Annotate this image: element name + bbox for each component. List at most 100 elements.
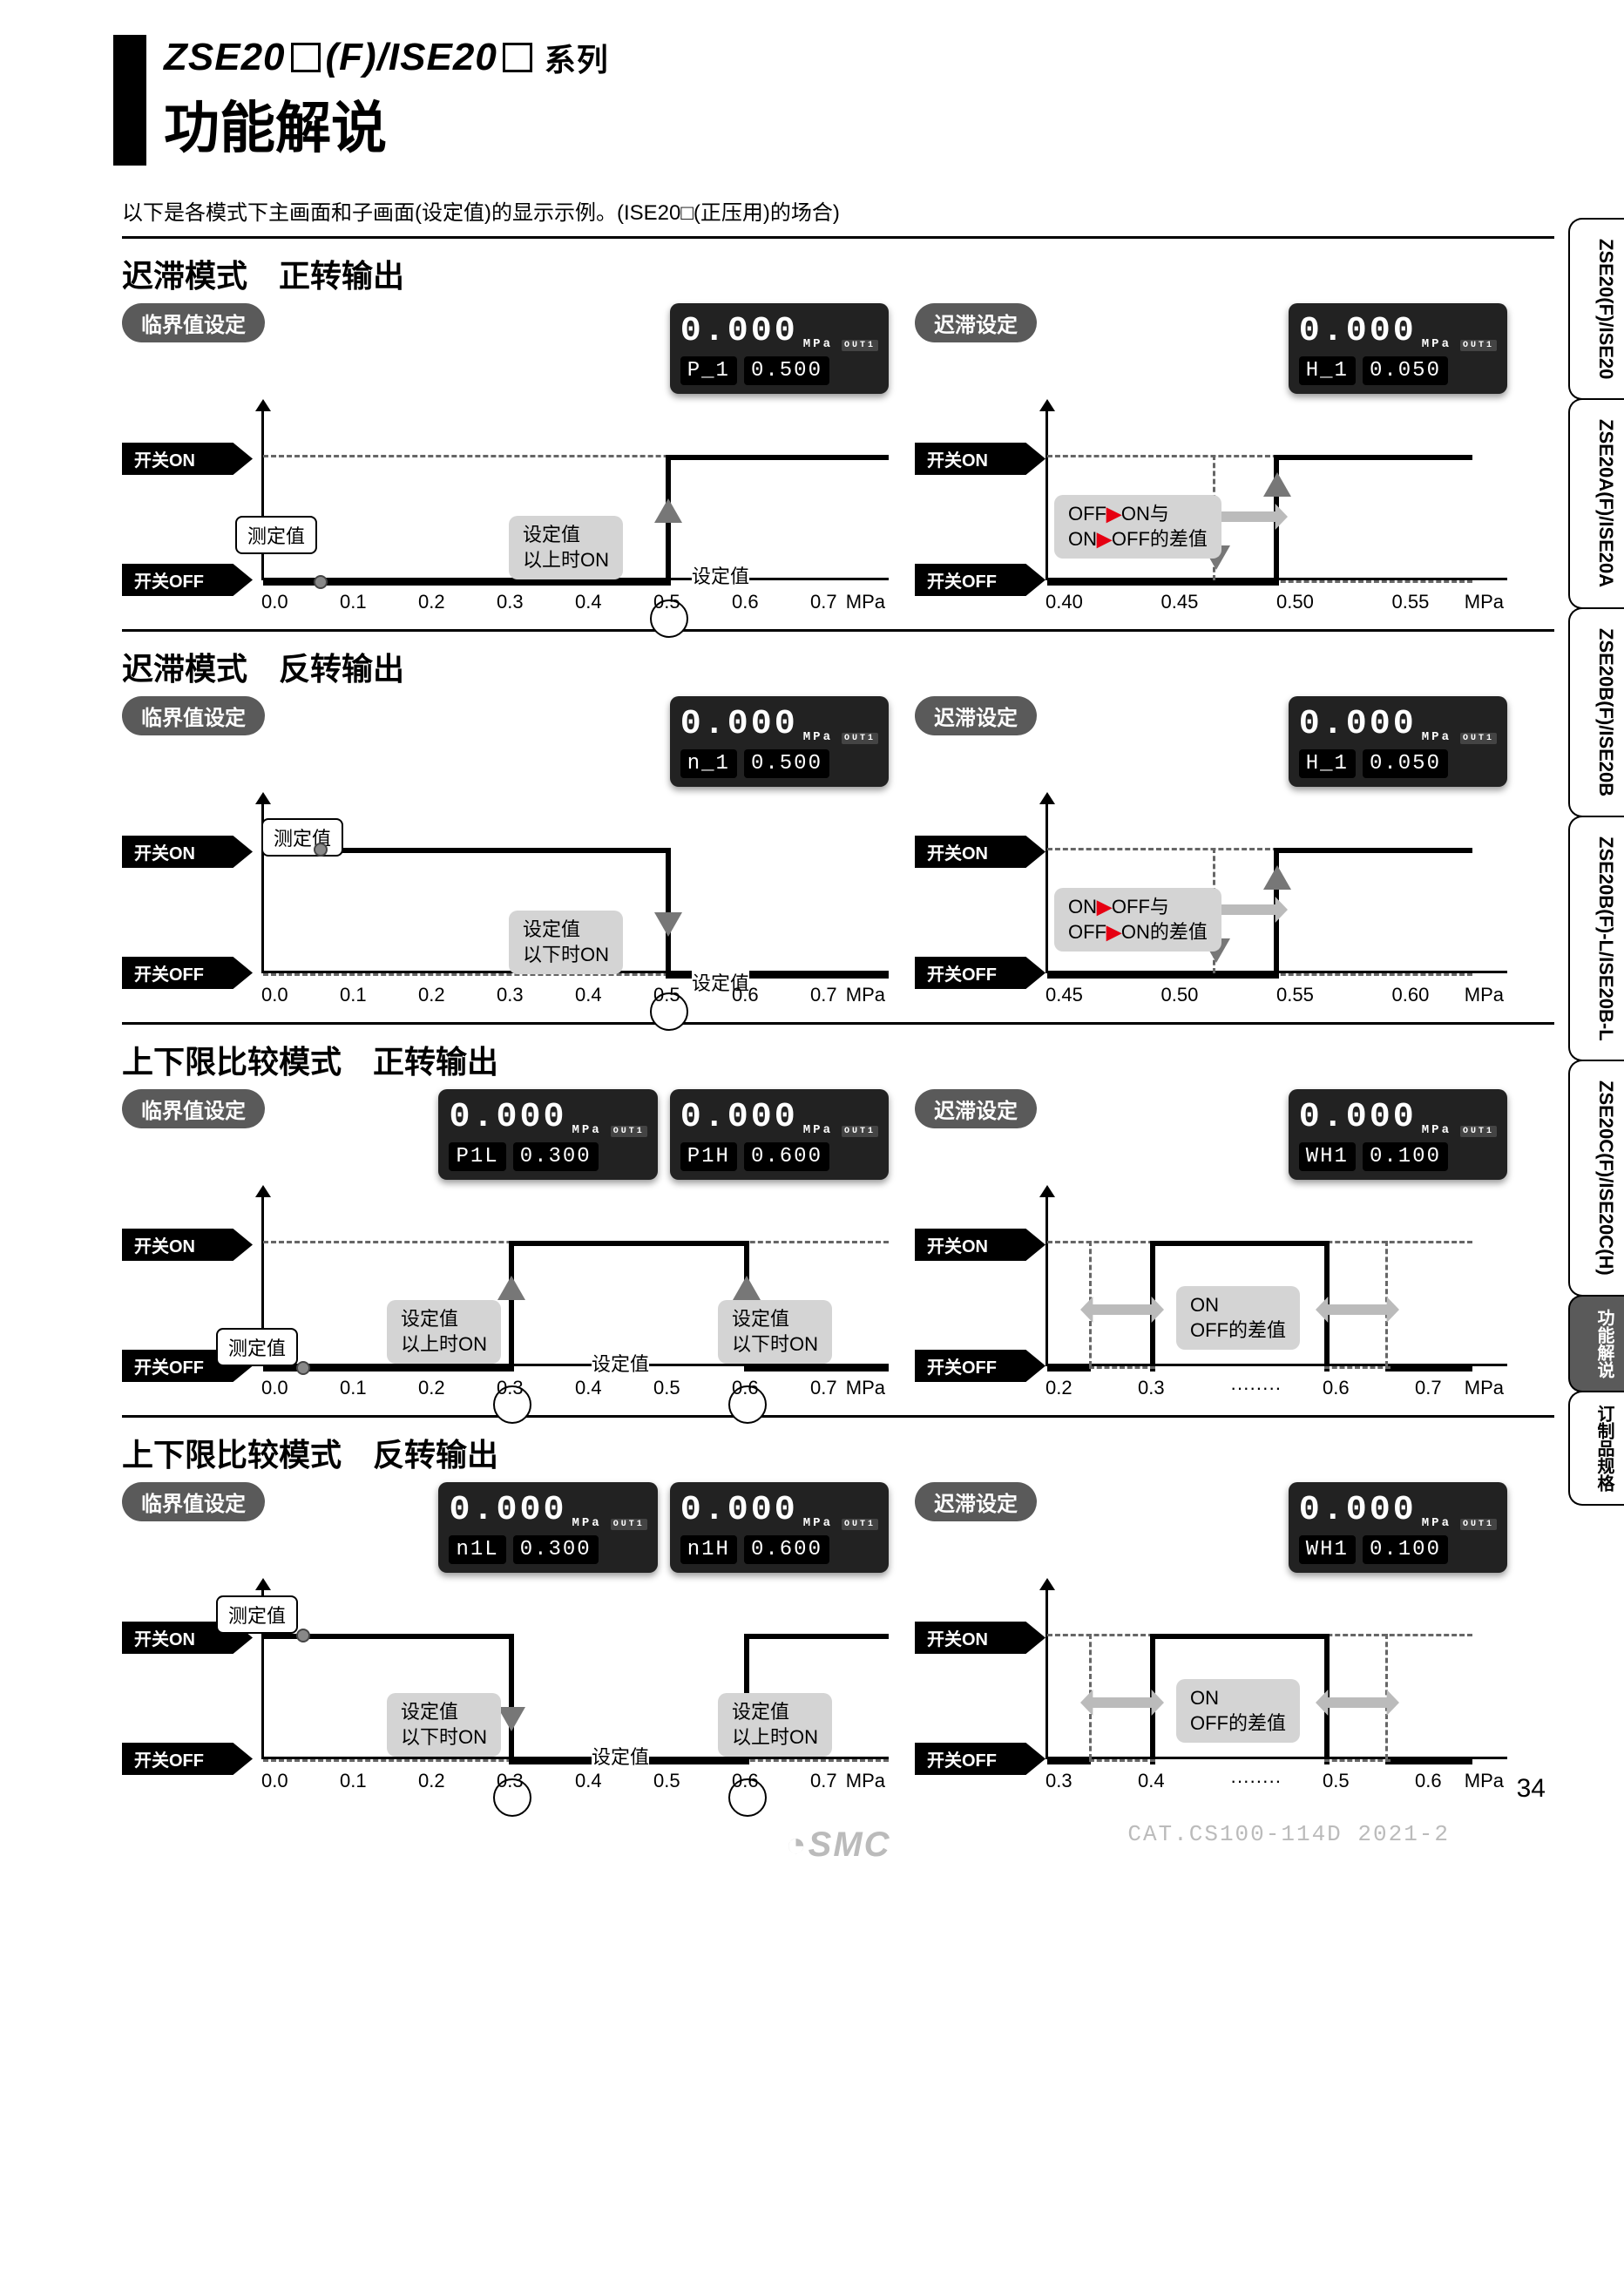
lcd-unit: MPa: [572, 1123, 602, 1137]
lcd-out-indicator: OUT1: [1460, 733, 1497, 744]
switch-on-label: 开关ON: [915, 1622, 1045, 1654]
setting-value-label: 设定值: [592, 1742, 649, 1770]
x-tick: 0.6: [1323, 1377, 1415, 1399]
x-unit: MPa: [846, 1377, 885, 1399]
mode-section: 上下限比较模式 反转输出 临界值设定 0.000MPaOUT1 n1L0.300…: [122, 1415, 1554, 1808]
x-tick: ········: [1230, 1377, 1323, 1399]
lcd-sub-value: 0.300: [513, 1535, 599, 1564]
side-tab[interactable]: ZSE20C(F)/ISE20C(H): [1568, 1060, 1624, 1297]
product-prefix: ZSE20: [164, 36, 286, 79]
x-tick: 0.4: [575, 1770, 653, 1792]
threshold-chart: 开关ON 开关OFF 设定值以上时ON设定值以下时ON测定值设定值 0.00.1…: [122, 1189, 889, 1406]
x-tick: 0.1: [340, 1377, 418, 1399]
lcd-main-value: 0.000: [680, 312, 798, 351]
switch-off-label: 开关OFF: [915, 1350, 1045, 1382]
x-tick: 0.2: [418, 1377, 497, 1399]
lcd-sub-label: n_1: [680, 749, 737, 778]
threshold-panel: 临界值设定 0.000 MPa OUT1 n1L 0.300 0.000MPaOUT1…: [122, 1482, 889, 1799]
hysteresis-pill: 迟滞设定: [915, 696, 1037, 735]
hysteresis-chart: 开关ON 开关OFF ONOFF的差值 0.20.3········0.60.7…: [915, 1189, 1507, 1406]
lcd-out-indicator: OUT1: [1460, 340, 1497, 351]
side-tab[interactable]: ZSE20B(F)/ISE20B: [1568, 607, 1624, 817]
x-tick: 0.45: [1161, 591, 1277, 613]
lcd-display: 0.000MPaOUT1 WH10.100: [1289, 1089, 1507, 1180]
x-tick: 0.2: [418, 984, 497, 1006]
x-tick: 0.1: [340, 984, 418, 1006]
x-tick: 0.6: [732, 984, 810, 1006]
threshold-chart: 开关ON 开关OFF 设定值以下时ON设定值以上时ON测定值设定值 0.00.1…: [122, 1581, 889, 1799]
measured-value-label: 测定值: [235, 516, 317, 554]
lcd-sub-label: WH1: [1299, 1142, 1356, 1171]
lcd-display: 0.000MPaOUT1 H_10.050: [1289, 696, 1507, 787]
lcd-out-indicator: OUT1: [842, 340, 878, 351]
side-tab[interactable]: ZSE20(F)/ISE20: [1568, 218, 1624, 400]
section-title: 上下限比较模式 正转输出: [122, 1037, 1554, 1082]
side-tab[interactable]: 订制品规格: [1568, 1391, 1624, 1506]
lcd-main-value: 0.000: [449, 1098, 566, 1137]
x-tick: 0.3: [1138, 1377, 1230, 1399]
switch-on-label: 开关ON: [915, 836, 1045, 868]
info-note: 设定值以下时ON: [509, 911, 623, 974]
x-tick: 0.55: [1276, 984, 1392, 1006]
lcd-unit: MPa: [803, 337, 833, 351]
lcd-unit: MPa: [572, 1516, 602, 1530]
switch-on-label: 开关ON: [915, 1229, 1045, 1261]
info-note: ONOFF的差值: [1176, 1679, 1300, 1743]
threshold-panel: 临界值设定 0.000MPaOUT1 P_10.500 开关ON 开关OFF 设…: [122, 303, 889, 620]
x-tick: 0.2: [1045, 1377, 1138, 1399]
lcd-out-indicator: OUT1: [611, 1519, 647, 1530]
lcd-sub-value: 0.300: [513, 1142, 599, 1171]
x-tick: 0.3: [497, 1377, 575, 1399]
info-note: ONOFF的差值: [1176, 1286, 1300, 1350]
measurement-dot-icon: [314, 575, 328, 589]
x-tick: 0.0: [261, 591, 340, 613]
side-nav-tabs: ZSE20(F)/ISE20ZSE20A(F)/ISE20AZSE20B(F)/…: [1568, 218, 1624, 1504]
lcd-sub-value: 0.100: [1363, 1535, 1448, 1564]
side-tab[interactable]: ZSE20B(F)-L/ISE20B-L: [1568, 816, 1624, 1062]
lcd-unit: MPa: [803, 1123, 833, 1137]
x-tick: 0.6: [732, 1770, 810, 1792]
x-tick: 0.45: [1045, 984, 1161, 1006]
x-tick: ········: [1230, 1770, 1323, 1792]
x-tick: 0.4: [1138, 1770, 1230, 1792]
lcd-unit: MPa: [1422, 1516, 1451, 1530]
x-unit: MPa: [846, 591, 885, 613]
lcd-main-value: 0.000: [449, 1491, 566, 1530]
x-tick: 0.1: [340, 1770, 418, 1792]
lcd-out-indicator: OUT1: [1460, 1126, 1497, 1137]
x-unit: MPa: [1465, 591, 1504, 613]
measured-value-label: 测定值: [216, 1328, 298, 1366]
measurement-dot-icon: [296, 1629, 310, 1642]
switch-off-label: 开关OFF: [122, 564, 253, 596]
measurement-dot-icon: [314, 843, 328, 857]
threshold-pill: 临界值设定: [122, 1482, 265, 1521]
lcd-out-indicator: OUT1: [842, 1519, 878, 1530]
x-tick: 0.4: [575, 1377, 653, 1399]
threshold-pill: 临界值设定: [122, 1089, 265, 1128]
threshold-panel: 临界值设定 0.000MPaOUT1 P1L0.300 0.000MPaOUT1…: [122, 1089, 889, 1406]
x-tick: 0.4: [575, 984, 653, 1006]
x-tick: 0.5: [653, 591, 732, 613]
hysteresis-chart: 开关ON 开关OFF ON▶OFF与OFF▶ON的差值 0.450.500.55…: [915, 796, 1507, 1013]
side-tab[interactable]: ZSE20A(F)/ISE20A: [1568, 398, 1624, 608]
lcd-sub-value: 0.500: [744, 356, 829, 385]
side-tab[interactable]: 功能解说: [1568, 1295, 1624, 1392]
lcd-sub-label: H_1: [1299, 356, 1356, 385]
x-tick: 0.2: [418, 1770, 497, 1792]
lcd-display: 0.000MPaOUT1 P_10.500: [670, 303, 889, 394]
lcd-sub-label: n1L: [449, 1535, 505, 1564]
lcd-main-value: 0.000: [1299, 1491, 1417, 1530]
lcd-unit: MPa: [803, 730, 833, 744]
lcd-out-indicator: OUT1: [1460, 1519, 1497, 1530]
series-label: 系列: [545, 35, 609, 80]
x-tick: 0.5: [653, 1770, 732, 1792]
measured-value-label: 测定值: [216, 1595, 298, 1634]
info-note: 设定值以上时ON: [718, 1693, 832, 1757]
lcd-main-value: 0.000: [1299, 312, 1417, 351]
switch-on-label: 开关ON: [915, 443, 1045, 475]
lcd-display: 0.000MPaOUT1 n1H0.600: [670, 1482, 889, 1573]
x-unit: MPa: [1465, 1770, 1504, 1792]
lcd-display: 0.000MPaOUT1 P1L0.300: [438, 1089, 657, 1180]
measured-value-label: 测定值: [261, 818, 343, 857]
lcd-unit: MPa: [1422, 337, 1451, 351]
